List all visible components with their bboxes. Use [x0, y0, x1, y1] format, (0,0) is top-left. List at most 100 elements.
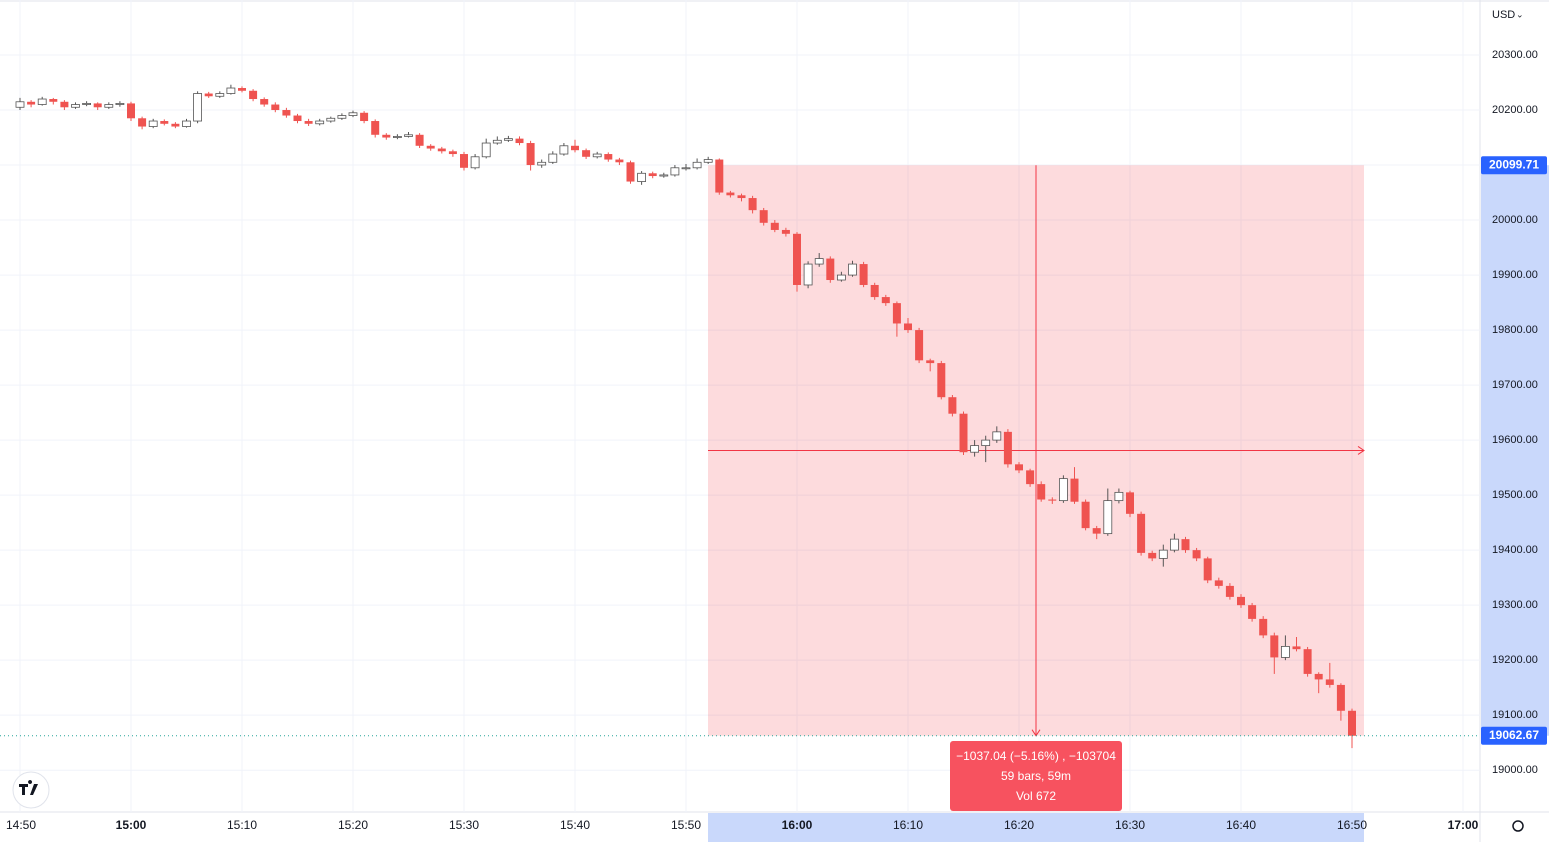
- price-label-bg: [1481, 156, 1547, 175]
- candle-body: [348, 112, 358, 116]
- candle-body: [27, 101, 36, 105]
- y-tick-label: 19900.00: [1492, 269, 1538, 281]
- candle-body: [692, 161, 702, 169]
- candle-body: [892, 303, 901, 324]
- candle-body: [1348, 710, 1356, 736]
- candle-body: [959, 413, 968, 453]
- x-tick-label: 15:40: [560, 818, 590, 832]
- x-tick-label: 14:50: [6, 818, 36, 832]
- candle-body: [970, 445, 979, 453]
- candle-body: [848, 263, 857, 276]
- candle-body: [1214, 580, 1223, 586]
- candle-body: [426, 145, 435, 149]
- candle-body: [926, 360, 935, 364]
- candle-body: [737, 195, 746, 199]
- candle-body: [71, 104, 80, 108]
- logo-bg[interactable]: [12, 771, 50, 809]
- candle-body: [93, 103, 102, 108]
- candle-body: [559, 145, 569, 155]
- candle-body: [315, 120, 325, 125]
- candle-body: [460, 154, 468, 168]
- y-tick-label: 19300.00: [1492, 599, 1538, 611]
- candle-body: [881, 297, 890, 304]
- candle-body: [382, 134, 391, 138]
- y-tick-label: 20000.00: [1492, 214, 1538, 226]
- x-tick-label: 16:00: [782, 818, 813, 832]
- candle-body: [837, 274, 846, 281]
- candle-body: [1158, 549, 1168, 559]
- candle-body: [537, 161, 547, 166]
- candle-body: [492, 139, 502, 144]
- x-tick-label: 15:10: [227, 818, 257, 832]
- x-tick-label: 16:10: [893, 818, 923, 832]
- candle-body: [37, 98, 47, 105]
- candle-body: [526, 143, 535, 166]
- candle-body: [1170, 538, 1179, 551]
- gear[interactable]: [1512, 820, 1524, 832]
- y-tick-label: 19500.00: [1492, 489, 1538, 501]
- y-tick-label: 20300.00: [1492, 49, 1538, 61]
- measure-text: −1037.04 (−5.16%) , −103704: [956, 749, 1116, 763]
- y-tick-label: 19200.00: [1492, 654, 1538, 666]
- candle-body: [404, 134, 413, 137]
- candle-body: [215, 93, 225, 97]
- candle-body: [1015, 464, 1023, 471]
- candle-body: [1103, 500, 1113, 535]
- candle-body: [138, 118, 147, 127]
- y-tick-label: 20200.00: [1492, 104, 1538, 116]
- logo[interactable]: [12, 771, 50, 809]
- candle-body: [1281, 646, 1290, 658]
- candle-body: [1203, 558, 1212, 581]
- candle-body: [937, 363, 946, 398]
- candle-body: [360, 112, 369, 122]
- candle-body: [726, 192, 735, 196]
- candle-body: [226, 87, 236, 94]
- candle-body: [626, 162, 635, 182]
- measure-text: Vol 672: [1016, 789, 1056, 803]
- candle-body: [659, 174, 669, 177]
- logo-mark[interactable]: [19, 780, 38, 795]
- x-tick-label: 16:30: [1115, 818, 1145, 832]
- currency-caret[interactable]: ⌄: [1516, 9, 1524, 19]
- candle-body: [681, 167, 691, 170]
- candle-body: [148, 120, 158, 127]
- price-range-highlight: [1481, 165, 1549, 736]
- candle-body: [115, 103, 125, 105]
- x-tick-label: 16:40: [1226, 818, 1256, 832]
- candle-body: [1314, 673, 1323, 680]
- candle-body: [1237, 596, 1245, 606]
- candle-body: [481, 142, 491, 158]
- candle-body: [415, 134, 424, 146]
- settings-icon[interactable]: [1512, 820, 1524, 832]
- candle-body: [282, 110, 291, 116]
- candle-body: [826, 258, 835, 281]
- x-tick-label: 16:20: [1004, 818, 1034, 832]
- candle-body: [1037, 484, 1046, 500]
- candle-body: [437, 148, 446, 152]
- candle-body: [1270, 635, 1279, 658]
- candle-body: [448, 151, 457, 155]
- candle-body: [648, 173, 657, 177]
- candle-body: [1148, 552, 1157, 559]
- price-label: 20099.71: [1489, 157, 1539, 171]
- measure-arrow: [1357, 446, 1365, 455]
- candle-body: [160, 121, 169, 124]
- candle-body: [870, 284, 879, 298]
- candle-body: [293, 115, 302, 122]
- candle-body: [1114, 491, 1124, 502]
- candle-body: [981, 439, 991, 447]
- candle-body: [770, 222, 779, 230]
- candle-body: [814, 258, 824, 265]
- candle-body: [859, 264, 868, 285]
- candle-body: [337, 115, 347, 119]
- candle-body: [392, 136, 402, 138]
- candle-body: [371, 121, 380, 135]
- candle-body: [1137, 513, 1146, 553]
- candle-body: [1070, 478, 1079, 502]
- candle-body: [470, 156, 480, 169]
- candle-body: [503, 138, 513, 141]
- currency-label[interactable]: USD: [1492, 9, 1515, 21]
- y-tick-label: 19600.00: [1492, 434, 1538, 446]
